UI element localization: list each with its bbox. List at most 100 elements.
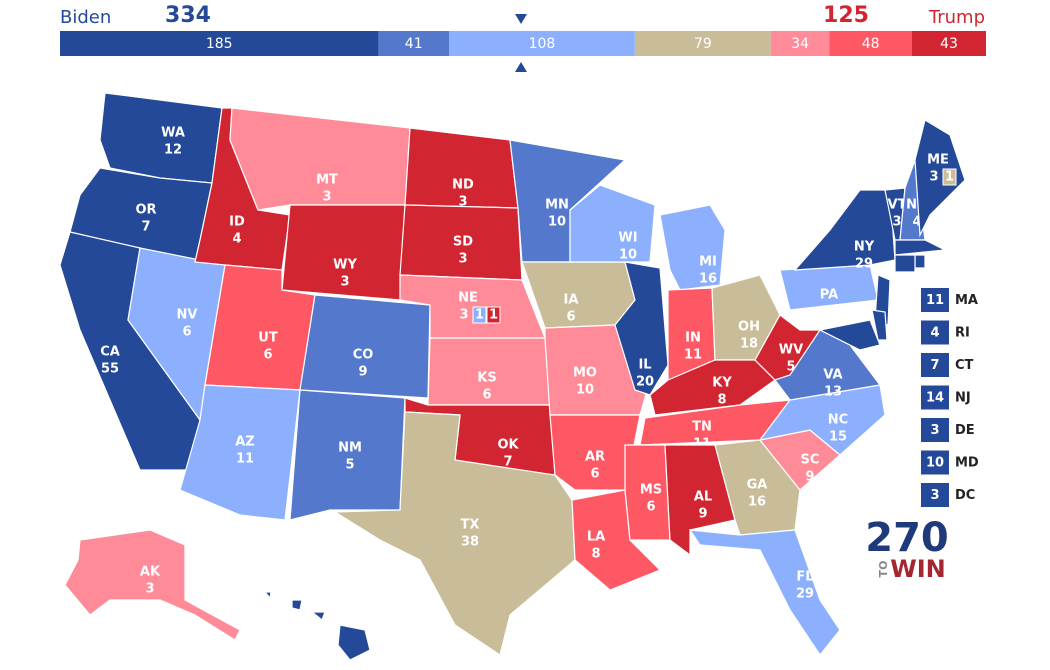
district[interactable] <box>942 168 957 186</box>
state-abbr: NE <box>458 291 478 306</box>
state-votes: 6 <box>590 467 599 482</box>
state-votes: 3 <box>458 195 467 210</box>
state-votes: 4 <box>912 215 921 230</box>
state-votes: 9 <box>698 507 707 522</box>
state-votes: 11 <box>684 348 702 363</box>
state-votes: 4 <box>317 650 326 665</box>
callout-box[interactable] <box>921 353 949 377</box>
state-abbr: NM <box>338 441 362 456</box>
state[interactable] <box>64 529 241 641</box>
logo-to: TO <box>877 561 890 578</box>
state-abbr: OH <box>738 320 760 335</box>
callout-box[interactable] <box>921 320 949 345</box>
state[interactable] <box>229 107 411 211</box>
state-abbr: NY <box>854 240 875 255</box>
state-votes: 7 <box>503 455 512 470</box>
callout-box[interactable] <box>921 418 949 442</box>
callout-votes: 3 <box>930 488 939 503</box>
callout-box[interactable] <box>921 288 949 312</box>
callout-abbr: MD <box>955 456 979 471</box>
state[interactable] <box>549 414 641 491</box>
bar-label: 108 <box>529 36 556 52</box>
callout-abbr: CT <box>955 358 974 373</box>
district-votes: 1 <box>945 170 954 185</box>
state-votes: 9 <box>805 470 814 485</box>
state[interactable] <box>818 319 881 351</box>
bar-segment <box>60 31 379 56</box>
callout-box[interactable] <box>921 450 949 475</box>
callout-votes: 11 <box>926 293 944 308</box>
state-votes: 4 <box>232 232 241 247</box>
island <box>263 591 272 600</box>
callout-box[interactable] <box>921 483 949 507</box>
state-votes: 15 <box>829 430 847 445</box>
state[interactable] <box>624 444 671 541</box>
callout-box[interactable] <box>921 385 949 410</box>
state[interactable] <box>871 309 888 341</box>
state[interactable] <box>569 184 656 263</box>
state[interactable] <box>894 239 948 256</box>
bar-segment <box>829 31 912 56</box>
callout-abbr: MA <box>955 293 978 308</box>
state-votes: 13 <box>824 385 842 400</box>
state-votes: 9 <box>358 365 367 380</box>
state-votes: 55 <box>101 362 119 377</box>
state-votes: 3 <box>322 190 331 205</box>
callout-abbr: DE <box>955 423 975 438</box>
bar-segment <box>448 31 635 56</box>
state-abbr: KS <box>477 371 496 386</box>
state-abbr: ND <box>452 178 474 193</box>
state-abbr: AL <box>694 490 712 505</box>
state[interactable] <box>521 261 636 329</box>
district[interactable] <box>472 306 487 324</box>
bar-label: 48 <box>862 36 880 52</box>
state-votes: 7 <box>141 220 150 235</box>
state[interactable] <box>914 119 966 238</box>
state[interactable] <box>659 204 726 291</box>
state-votes: 29 <box>855 257 873 272</box>
state-abbr: GA <box>747 478 768 493</box>
state-abbr: OK <box>497 438 519 453</box>
state[interactable] <box>299 294 431 399</box>
state-abbr: KY <box>712 376 732 391</box>
state-abbr: NC <box>828 413 848 428</box>
state-abbr: OR <box>135 203 156 218</box>
district-votes: 1 <box>475 308 484 323</box>
callout-votes: 7 <box>930 358 939 373</box>
state[interactable] <box>289 389 406 521</box>
state[interactable] <box>688 529 841 657</box>
state-abbr: WY <box>333 258 357 273</box>
state-abbr: MT <box>316 173 338 188</box>
bar-segment <box>770 31 830 56</box>
state-abbr: SC <box>801 453 820 468</box>
state-votes: 18 <box>740 337 758 352</box>
state-abbr: MI <box>699 255 717 270</box>
midpoint-marker <box>515 62 527 72</box>
state-votes: 16 <box>699 272 717 287</box>
bar-segment <box>634 31 771 56</box>
state-abbr: AZ <box>235 435 255 450</box>
state[interactable] <box>894 254 916 273</box>
bar-label: 43 <box>940 36 958 52</box>
callout-abbr: RI <box>955 326 970 341</box>
state[interactable] <box>793 189 896 271</box>
state-abbr: PA <box>820 288 838 303</box>
district-votes: 1 <box>489 308 498 323</box>
bar-label: 34 <box>791 36 809 52</box>
state-votes: 3 <box>458 252 467 267</box>
state-abbr: LA <box>587 530 605 545</box>
state[interactable] <box>332 411 576 656</box>
state-abbr: WA <box>161 126 185 141</box>
state-abbr: AK <box>140 565 161 580</box>
state-abbr: ID <box>229 215 245 230</box>
state[interactable] <box>614 261 669 396</box>
state-votes: 16 <box>748 495 766 510</box>
state[interactable] <box>337 624 371 661</box>
state-abbr: CO <box>353 348 374 363</box>
state-votes: 8 <box>717 393 726 408</box>
state[interactable] <box>914 254 926 269</box>
district[interactable] <box>486 306 501 324</box>
state-votes: 3 <box>929 170 938 185</box>
state-votes: 6 <box>263 348 272 363</box>
state-votes: 12 <box>164 143 182 158</box>
